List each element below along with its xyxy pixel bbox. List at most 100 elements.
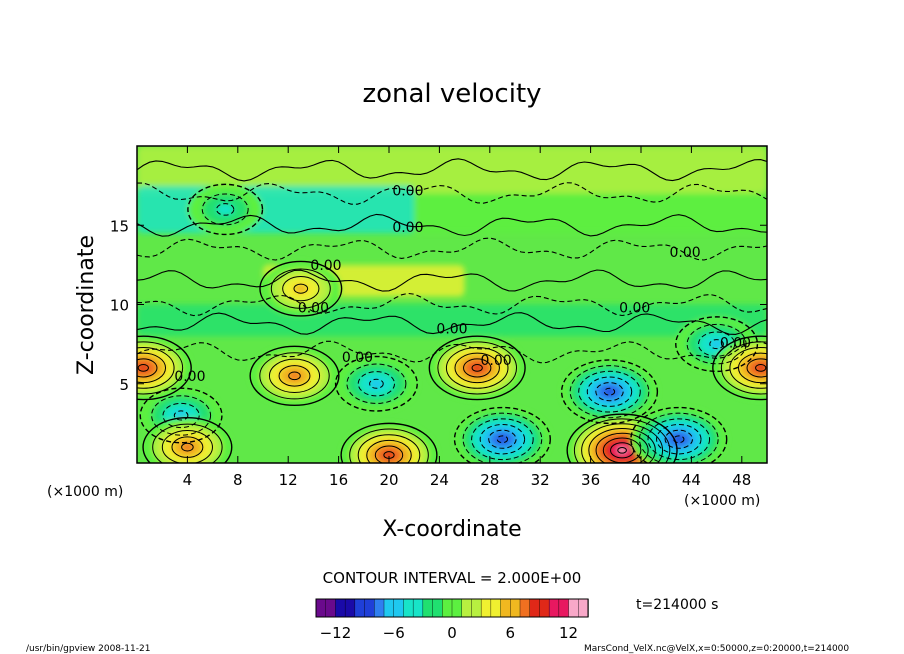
chart-title: zonal velocity [362, 79, 541, 109]
contour-line [161, 429, 213, 463]
x-tick-label: 32 [531, 471, 550, 489]
contour-line [137, 352, 167, 384]
field-band [137, 146, 767, 194]
x-tick-label: 20 [379, 471, 398, 489]
zero-contour [137, 213, 767, 237]
contour-label: 0.00 [174, 369, 205, 385]
contour-line [675, 316, 759, 373]
x-tick-label: 48 [732, 471, 751, 489]
contour-line [268, 358, 321, 393]
colorbar-cell [315, 598, 327, 618]
colorbar-cell [471, 598, 482, 618]
colorbar-cell [383, 598, 395, 618]
contour-line [566, 413, 678, 463]
colorbar-tick-label: 6 [506, 624, 516, 642]
field-level [673, 435, 684, 443]
contour-line [428, 335, 526, 401]
colorbar-cell [461, 598, 473, 618]
contour-line [630, 406, 728, 463]
contour-label: 0.00 [619, 301, 650, 317]
contour-line [673, 435, 685, 444]
contour-line [755, 364, 767, 372]
x-tick-label: 8 [233, 471, 243, 489]
y-axis-label: Z-coordinate [74, 235, 99, 375]
field-level [288, 371, 301, 380]
field-band [414, 193, 767, 234]
y-tick-label: 5 [119, 376, 129, 394]
colorbar-tick-label: 0 [447, 624, 457, 642]
contour-label: 0.00 [436, 321, 467, 337]
field-level [617, 447, 627, 454]
colorbar-cell [510, 598, 521, 618]
colorbar-cell [490, 598, 502, 618]
x-tick-label: 12 [279, 471, 298, 489]
contour-label: 0.00 [481, 353, 512, 369]
colorbar-cell [393, 598, 405, 618]
contour-line [187, 183, 264, 236]
x-tick-label: 4 [183, 471, 193, 489]
zero-contour [137, 158, 767, 182]
colorbar-cell [548, 598, 560, 618]
y-tick-label: 15 [110, 217, 129, 235]
contour-line [479, 424, 526, 455]
contour-line [656, 424, 702, 455]
contour-line [488, 429, 517, 449]
field-level [383, 451, 395, 459]
field-level [755, 364, 766, 372]
zero-contour [137, 269, 767, 292]
contour-line [137, 335, 192, 401]
contour-line [664, 429, 693, 449]
contour-line [270, 268, 331, 309]
colorbar-cell [578, 598, 589, 618]
contour-line [151, 395, 212, 436]
contour-line [259, 352, 330, 400]
colorbar-cell [568, 598, 579, 618]
contour-labels: 0.00 0.00 0.00 0.00 0.00 0.00 0.00 0.00 0.00 0.00… [174, 183, 751, 384]
x-tick-label: 36 [581, 471, 600, 489]
field-level [604, 388, 615, 396]
contour-line [453, 406, 551, 463]
contour-line [249, 345, 340, 407]
zero-contour [137, 182, 767, 205]
colorbar-ticks: −12 −6 0 6 12 [320, 624, 579, 642]
contour-line [595, 382, 624, 402]
contour-line [137, 347, 175, 389]
colorbar-cell [403, 598, 414, 618]
field-level [472, 364, 483, 372]
colorbar-tick-label: 12 [559, 624, 578, 642]
contour-line [578, 370, 641, 413]
colorbar-cell [364, 598, 375, 618]
colorbar-cell [354, 598, 366, 618]
field-level [709, 339, 724, 349]
x-tick-label: 24 [430, 471, 449, 489]
colorbar-cell [519, 598, 531, 618]
contour-interval-text: CONTOUR INTERVAL = 2.000E+00 [323, 569, 582, 587]
contour-line [471, 364, 483, 372]
contour-line [334, 355, 418, 412]
field-level [138, 364, 149, 372]
contour-line [346, 363, 407, 404]
x-tick-label: 16 [329, 471, 348, 489]
contour-label: 0.00 [310, 258, 341, 274]
contour-line [437, 341, 518, 395]
colorbar-cell [480, 598, 492, 618]
field-level [369, 379, 384, 389]
field-level [216, 203, 234, 216]
x-tick-label: 40 [631, 471, 650, 489]
contour-label: 0.00 [720, 336, 751, 352]
colorbar-cell [558, 598, 570, 618]
colorbar-cell [432, 598, 443, 618]
contour-line [357, 371, 396, 397]
field-level [497, 435, 508, 443]
contour-line [595, 432, 649, 463]
colorbar-tick-label: −6 [383, 624, 405, 642]
colorbar-cell [335, 598, 346, 618]
zero-contour [137, 312, 767, 335]
contour-line [603, 387, 616, 396]
contour-line [617, 446, 627, 454]
contour-line [366, 439, 412, 463]
colorbar-cell [422, 598, 434, 618]
contour-line [374, 445, 404, 463]
contour-line [139, 387, 223, 444]
colorbar-cell [344, 598, 356, 618]
